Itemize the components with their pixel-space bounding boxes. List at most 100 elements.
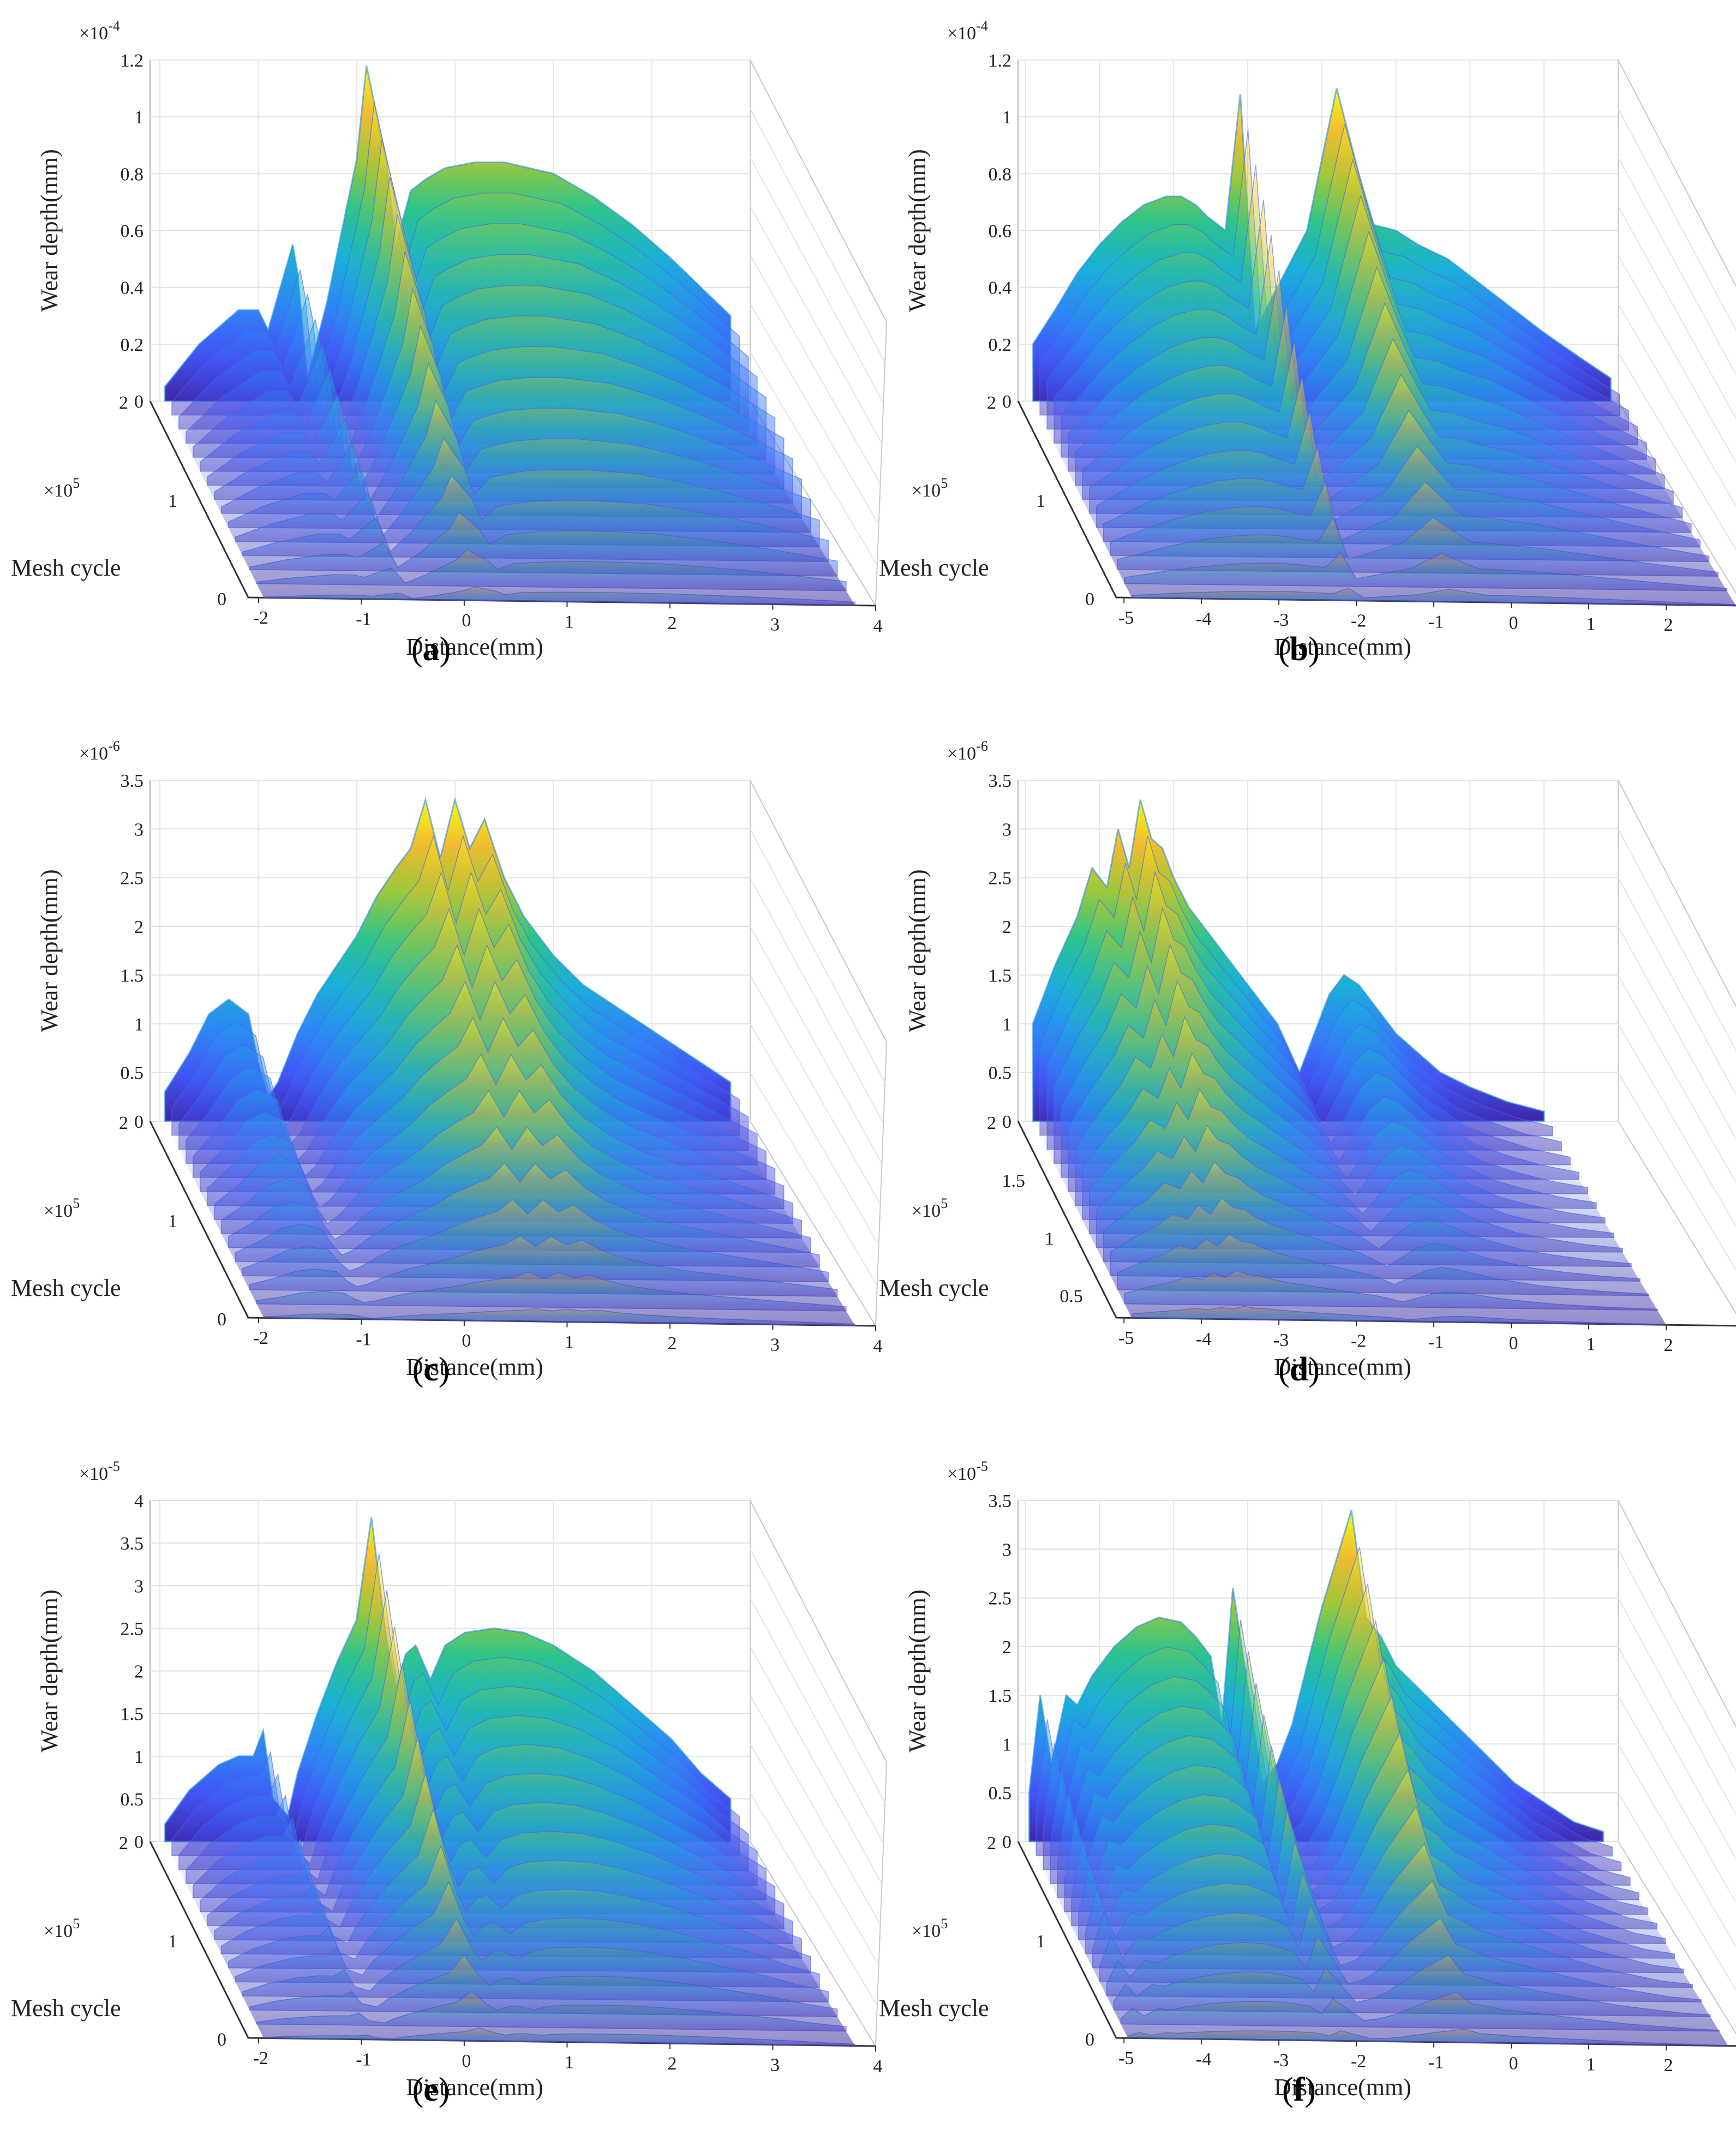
panel-e: 0 0.5 1 1.5 2 2.5 3 3.5 4 -2 -1 0 1 2 3 4 0 1 2 ×10-5 ×105 We… [11,1458,888,2108]
x-tick-label: -5 [1118,1328,1134,1348]
z-tick-label: 2.5 [121,869,144,889]
y-tick-label: 0 [1085,589,1094,609]
side-gridline [1618,1792,1736,1992]
panel-caption: (c) [412,1351,450,1388]
side-gridline [1618,974,1736,1184]
side-gridline [750,303,879,525]
side-gridline [750,1598,884,1844]
panel-caption: (d) [1278,1351,1320,1388]
z-axis-label: Wear depth(mm) [36,149,63,312]
panel-f: 00.511.522.533.5-5-4-3-2-10123012×10-5×1… [879,1458,1736,2108]
side-gridline [1618,108,1736,332]
wear-surface [1032,799,1667,1325]
z-exponent-label: ×10-4 [79,18,120,44]
z-exponent-label: ×10-5 [947,1458,988,1484]
side-gridline [1618,303,1736,507]
y-axis-label: Mesh cycle [11,1275,121,1301]
x-tick-label: 1 [565,1332,574,1353]
x-axis-label: Distance(mm) [1274,1354,1411,1380]
y-tick-label: 1 [168,1931,177,1952]
z-tick-label: 2.5 [989,869,1012,889]
y-tick-label: 0 [217,2030,226,2050]
side-wall [1618,59,1736,595]
side-gridline [1618,1023,1736,1228]
z-tick-label: 3.5 [121,771,144,791]
x-tick-label: 3 [770,1335,780,1355]
z-tick-label: 0.5 [989,1063,1012,1084]
x-tick-label: 3 [770,615,780,635]
z-tick-label: 0 [134,392,143,412]
side-gridline [750,877,884,1124]
z-tick-label: 0.2 [121,335,144,355]
z-tick-label: 1.5 [121,966,144,986]
x-tick-label: 2 [1664,1335,1673,1355]
z-tick-label: 3 [134,1576,143,1596]
x-tick-label: -5 [1118,2048,1134,2068]
z-axis-label: Wear depth(mm) [904,869,931,1032]
x-tick-label: 4 [873,2056,883,2077]
side-gridline [750,1695,881,1925]
y-tick-label: 1.5 [1002,1171,1025,1191]
side-gridline [1618,157,1736,376]
y-axis-label: Mesh cycle [879,1995,989,2022]
panel-d: 00.511.522.533.5-5-4-3-2-101230.511.52×1… [879,738,1736,1388]
y-exponent-label: ×105 [44,1195,80,1221]
z-tick-label: 0 [134,1112,143,1132]
x-tick-label: -1 [356,2050,371,2070]
x-tick-label: -2 [1351,2052,1366,2072]
side-gridline [750,254,881,485]
x-tick-label: 0 [1509,2053,1518,2073]
y-tick-label: 2 [987,1113,996,1133]
z-tick-label: 0.5 [121,1063,144,1084]
x-tick-label: -5 [1118,608,1134,628]
z-tick-label: 0.8 [121,164,144,184]
z-tick-label: 2.5 [989,1589,1012,1609]
side-gridline [1618,352,1736,551]
panel-a: 0 0.2 0.4 0.6 0.8 1 1.2 -2 -1 0 1 2 3 4 0 1 2 ×10-4 ×105 We… [11,18,888,668]
wear-surface [164,65,856,606]
z-tick-label: 3.5 [989,771,1012,791]
side-gridline [1618,1548,1736,1772]
x-axis-label: Distance(mm) [406,2074,543,2101]
x-tick-label: -3 [1273,2050,1289,2071]
x-axis-label: Distance(mm) [1274,2074,1411,2101]
side-gridline [750,1646,883,1885]
x-axis-label: Distance(mm) [406,1354,543,1380]
panel-caption: (f) [1282,2071,1316,2108]
y-exponent-label: ×105 [44,475,80,501]
z-tick-label: 4 [134,1491,143,1511]
z-tick-label: 1 [134,1014,143,1034]
side-gridline [750,1072,878,1286]
y-tick-label: 1 [168,1211,177,1231]
side-gridline [750,828,886,1083]
z-tick-label: 3 [1002,1540,1011,1560]
x-tick-label: 2 [667,1333,677,1354]
side-gridline [1618,828,1736,1052]
y-axis-label: Mesh cycle [879,1275,989,1301]
z-tick-label: 3.5 [989,1491,1012,1511]
y-axis-label: Mesh cycle [11,554,121,581]
y-tick-label: 0 [1085,2030,1094,2050]
surface-shade [1029,1841,1728,2046]
surface-shade [165,1841,855,2046]
z-tick-label: 0.6 [989,222,1012,242]
x-tick-label: 2 [1664,2055,1673,2076]
y-axis-label: Mesh cycle [11,1995,121,2022]
x-tick-label: -4 [1196,1329,1211,1349]
panel-caption: (a) [411,631,451,668]
x-tick-label: 0 [1509,1333,1518,1353]
side-gridline [750,108,886,363]
side-wall [1618,780,1736,1315]
x-tick-label: 0 [1509,613,1518,633]
side-gridline [1618,1072,1736,1271]
surface-shade [1033,1121,1666,1325]
wear-surface [164,797,856,1326]
z-tick-label: 0 [134,1832,143,1852]
panel-c: 0 0.5 1 1.5 2 2.5 3 3.5 -2 -1 0 1 2 3 4 0 1 2 ×10-6 ×105 Wea… [11,738,888,1388]
z-axis-label: Wear depth(mm) [36,1589,63,1752]
side-gridline [750,157,884,404]
side-gridline [750,1792,878,2006]
x-tick-label: -2 [253,608,268,628]
x-tick-label: 2 [667,613,677,633]
side-gridline [1618,1646,1736,1861]
